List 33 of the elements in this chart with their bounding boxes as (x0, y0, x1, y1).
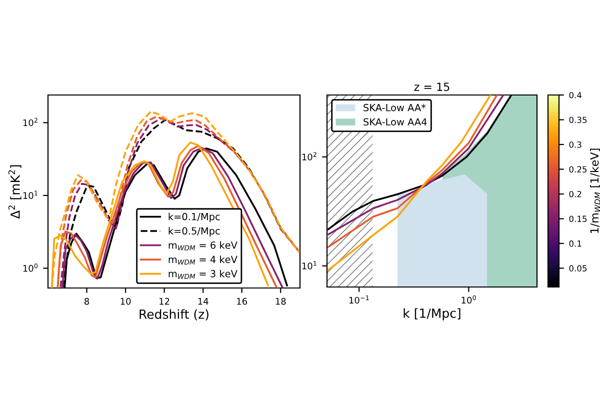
legend-label: m$_{WDM}$ = 4 keV (168, 256, 238, 265)
y-tick-label: 10$^{1}$ (23, 190, 38, 199)
y-axis-title: Δ$^{2}$ [mK$^{2}$] (8, 165, 22, 219)
legend-label: SKA-Low AA* (364, 104, 426, 112)
x-tick-label: 12 (160, 298, 170, 305)
legend-label: k=0.5/Mpc (168, 227, 220, 236)
x-tick-label: 10$^{−1}$ (349, 295, 369, 304)
x-axis-title: k [1/Mpc] (404, 308, 460, 320)
legend-label: m$_{WDM}$ = 3 keV (168, 270, 238, 279)
x-axis-title: Redshift (z) (140, 309, 208, 320)
color-bar-label: 0.1 (569, 240, 582, 247)
legend-label: m$_{WDM}$ = 6 keV (168, 241, 238, 250)
color-bar-label: 0.15 (569, 216, 587, 222)
legend-label: SKA-Low AA4 (364, 118, 427, 126)
color-bar-label: 0.05 (569, 265, 587, 272)
color-bar-title: 1/m$_{WDM}$ [1/keV] (590, 148, 600, 233)
y-tick-label: 10$^{2}$ (302, 152, 316, 160)
x-tick-label: 14 (198, 298, 208, 305)
color-bar-label: 0.25 (569, 166, 587, 173)
x-tick-label: 10 (120, 298, 131, 305)
color-bar-label: 0.4 (569, 92, 582, 98)
color-bar-label: 0.35 (569, 116, 587, 124)
y-tick-label: 10$^{0}$ (23, 263, 38, 272)
x-tick-label: 18 (276, 298, 286, 305)
x-tick-label: 16 (237, 298, 248, 305)
color-bar-label: 0.3 (569, 141, 582, 148)
x-tick-label: 10$^{0}$ (462, 295, 476, 304)
chart-title: z = 15 (414, 82, 450, 91)
color-bar-label: 0.2 (569, 190, 582, 198)
y-tick-label: 10$^{2}$ (23, 118, 38, 126)
legend-label: k=0.1/Mpc (168, 212, 220, 222)
x-tick-label: 8 (84, 298, 90, 305)
y-tick-label: 10$^{1}$ (302, 261, 316, 270)
